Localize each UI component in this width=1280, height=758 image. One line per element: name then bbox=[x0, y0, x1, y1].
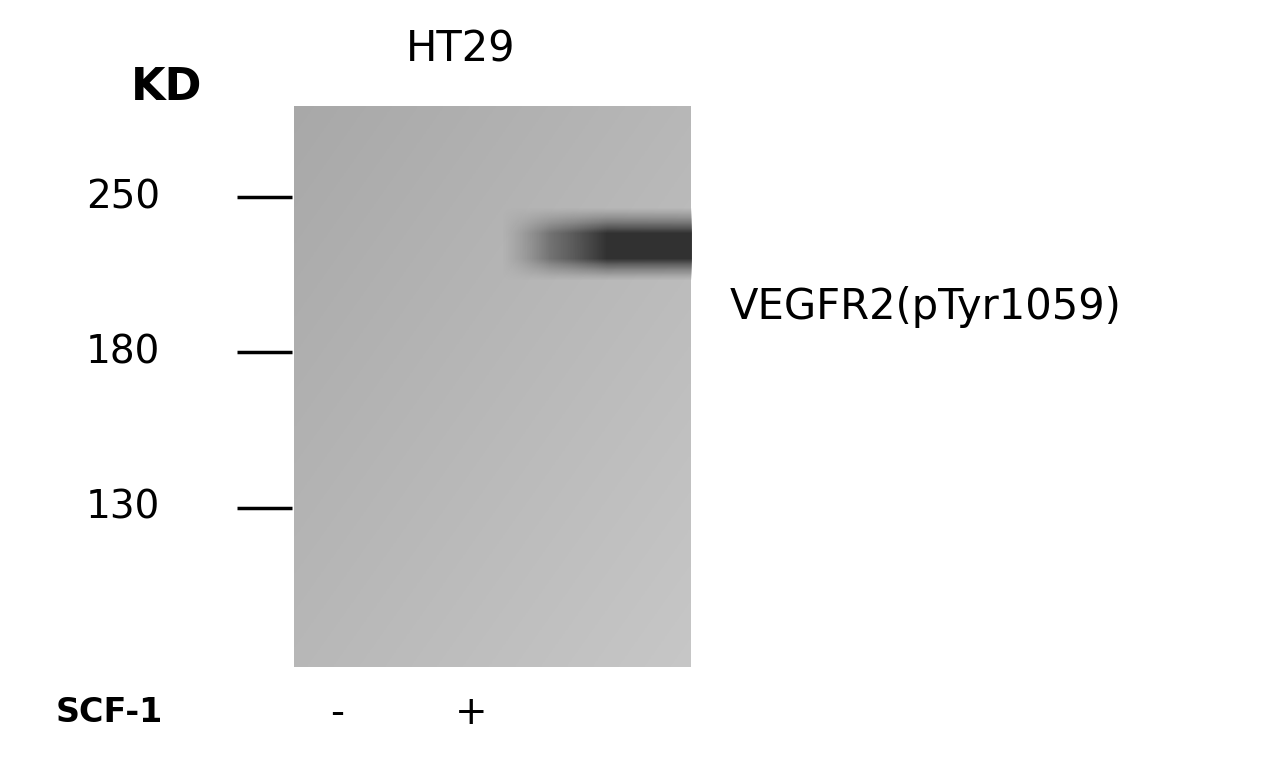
Text: 250: 250 bbox=[86, 178, 160, 216]
Text: -: - bbox=[330, 694, 343, 731]
Text: VEGFR2(pTyr1059): VEGFR2(pTyr1059) bbox=[730, 286, 1121, 328]
Text: 180: 180 bbox=[86, 334, 160, 371]
Text: KD: KD bbox=[131, 66, 202, 108]
Text: SCF-1: SCF-1 bbox=[55, 696, 163, 729]
Text: 130: 130 bbox=[86, 489, 160, 527]
Text: HT29: HT29 bbox=[406, 28, 516, 70]
Text: +: + bbox=[454, 694, 488, 731]
